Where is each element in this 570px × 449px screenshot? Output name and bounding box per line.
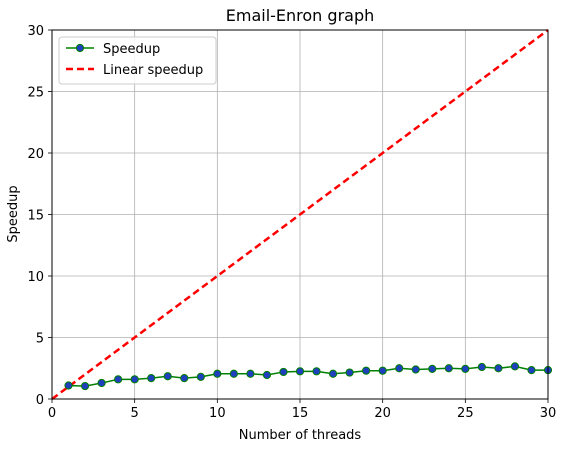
y-tick-label: 10 — [27, 270, 44, 285]
x-tick-label: 30 — [540, 406, 557, 421]
speedup-point — [428, 364, 437, 373]
y-tick-label: 5 — [36, 332, 44, 347]
x-tick-label: 5 — [131, 406, 139, 421]
plot-series — [51, 28, 553, 401]
speedup-point — [527, 365, 536, 375]
speedup-point — [295, 367, 305, 376]
speedup-point — [262, 370, 272, 380]
y-axis-label: Speedup — [6, 185, 21, 242]
speedup-point — [213, 369, 222, 378]
speedup-point — [64, 381, 73, 390]
speedup-point — [378, 366, 387, 375]
speedup-point — [80, 381, 90, 391]
chart-title: Email-Enron graph — [226, 6, 375, 25]
y-tick-label: 30 — [27, 24, 44, 39]
speedup-point — [97, 378, 106, 388]
legend: Speedup Linear speedup — [58, 36, 217, 85]
speedup-point — [196, 372, 205, 381]
speedup-point — [246, 369, 255, 378]
legend-speedup-label: Speedup — [103, 42, 160, 57]
speedup-point — [362, 366, 371, 375]
x-tick-label: 15 — [292, 406, 309, 421]
speedup-point — [312, 367, 321, 376]
speedup-point — [328, 369, 338, 378]
speedup-point — [494, 364, 503, 373]
y-tick-label: 0 — [36, 393, 44, 408]
legend-linear-label: Linear speedup — [103, 63, 203, 78]
speedup-point — [411, 365, 420, 374]
speedup-point — [477, 362, 486, 372]
y-tick-label: 25 — [27, 86, 44, 101]
speedup-point — [130, 375, 139, 384]
x-tick-label: 25 — [457, 406, 474, 421]
legend-speedup-swatch-marker — [75, 43, 85, 53]
x-tick-label: 0 — [48, 406, 56, 421]
speedup-point — [395, 364, 404, 373]
axis-ticks: 0 5 10 15 20 25 30 0 5 10 15 20 25 30 — [27, 24, 556, 421]
y-tick-label: 20 — [27, 147, 44, 162]
speedup-point — [461, 364, 470, 373]
speedup-point — [114, 375, 123, 384]
legend-box — [58, 36, 217, 85]
x-tick-label: 10 — [209, 406, 226, 421]
linear-speedup-line — [51, 28, 549, 401]
speedup-point — [180, 373, 189, 383]
speedup-point — [345, 368, 354, 377]
speedup-point — [229, 369, 238, 378]
x-axis-label: Number of threads — [239, 428, 362, 443]
speedup-point — [510, 362, 520, 371]
speedup-point — [147, 373, 156, 383]
speedup-point — [444, 364, 453, 373]
speedup-point — [279, 367, 288, 377]
x-tick-label: 20 — [374, 406, 391, 421]
speedup-point — [163, 372, 172, 381]
y-tick-label: 15 — [27, 209, 44, 224]
